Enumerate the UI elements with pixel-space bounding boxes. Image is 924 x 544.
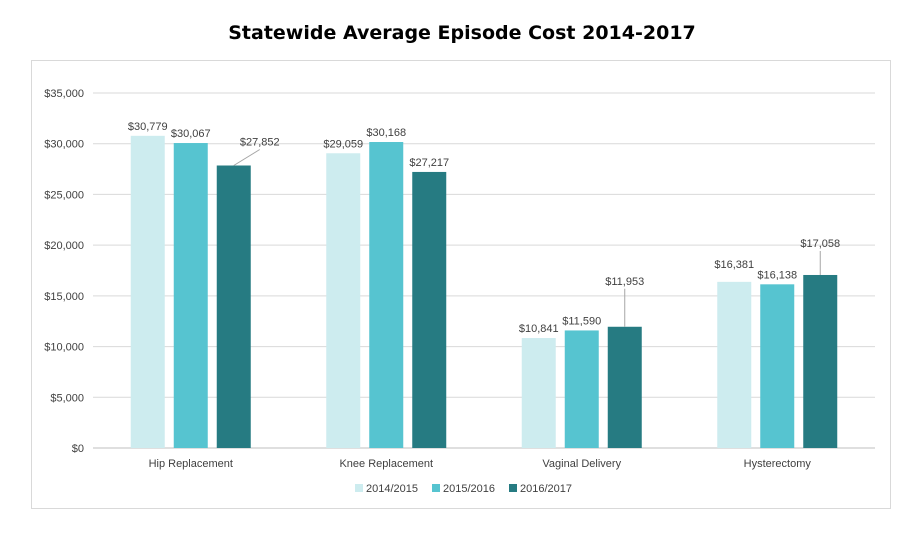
- bar: [216, 165, 251, 448]
- y-tick-label: $10,000: [44, 342, 84, 354]
- legend-label: 2016/2017: [520, 483, 572, 495]
- chart-area-frame: [31, 60, 891, 509]
- y-tick-label: $15,000: [44, 291, 84, 303]
- y-tick-label: $0: [72, 443, 84, 455]
- data-label: $10,841: [519, 323, 559, 335]
- bar: [369, 142, 404, 448]
- bar: [803, 274, 838, 448]
- chart-title: Statewide Average Episode Cost 2014-2017: [228, 22, 696, 44]
- x-category-label: Knee Replacement: [339, 458, 433, 470]
- y-tick-label: $35,000: [44, 88, 84, 100]
- data-label: $27,852: [240, 137, 280, 149]
- data-label: $30,067: [171, 128, 211, 140]
- data-label: $16,138: [757, 269, 797, 281]
- data-label: $17,058: [800, 238, 840, 250]
- bar: [564, 330, 599, 448]
- data-label: $11,590: [562, 315, 601, 327]
- bar: [412, 171, 447, 448]
- bar: [521, 338, 556, 448]
- legend-swatch: [355, 484, 363, 492]
- x-category-label: Hip Replacement: [149, 458, 233, 470]
- data-label: $27,217: [409, 157, 449, 169]
- y-tick-label: $25,000: [44, 189, 84, 201]
- y-tick-label: $20,000: [44, 240, 84, 252]
- bar: [326, 153, 361, 448]
- data-label: $29,059: [323, 138, 363, 150]
- bar: [717, 281, 752, 448]
- legend-swatch: [432, 484, 440, 492]
- data-label-leader-line: [233, 149, 261, 166]
- legend-label: 2015/2016: [443, 483, 495, 495]
- y-tick-label: $5,000: [50, 392, 84, 404]
- bar: [760, 284, 795, 448]
- bar: [173, 143, 208, 448]
- x-category-label: Vaginal Delivery: [542, 458, 621, 470]
- data-label: $30,168: [366, 127, 406, 139]
- y-tick-label: $30,000: [44, 139, 84, 151]
- data-label: $30,779: [128, 121, 168, 133]
- legend-swatch: [509, 484, 517, 492]
- data-label: $11,953: [605, 276, 644, 288]
- bar: [130, 135, 165, 449]
- legend-label: 2014/2015: [366, 483, 418, 495]
- data-label: $16,381: [714, 259, 754, 271]
- bar: [607, 326, 642, 448]
- x-category-label: Hysterectomy: [744, 458, 812, 470]
